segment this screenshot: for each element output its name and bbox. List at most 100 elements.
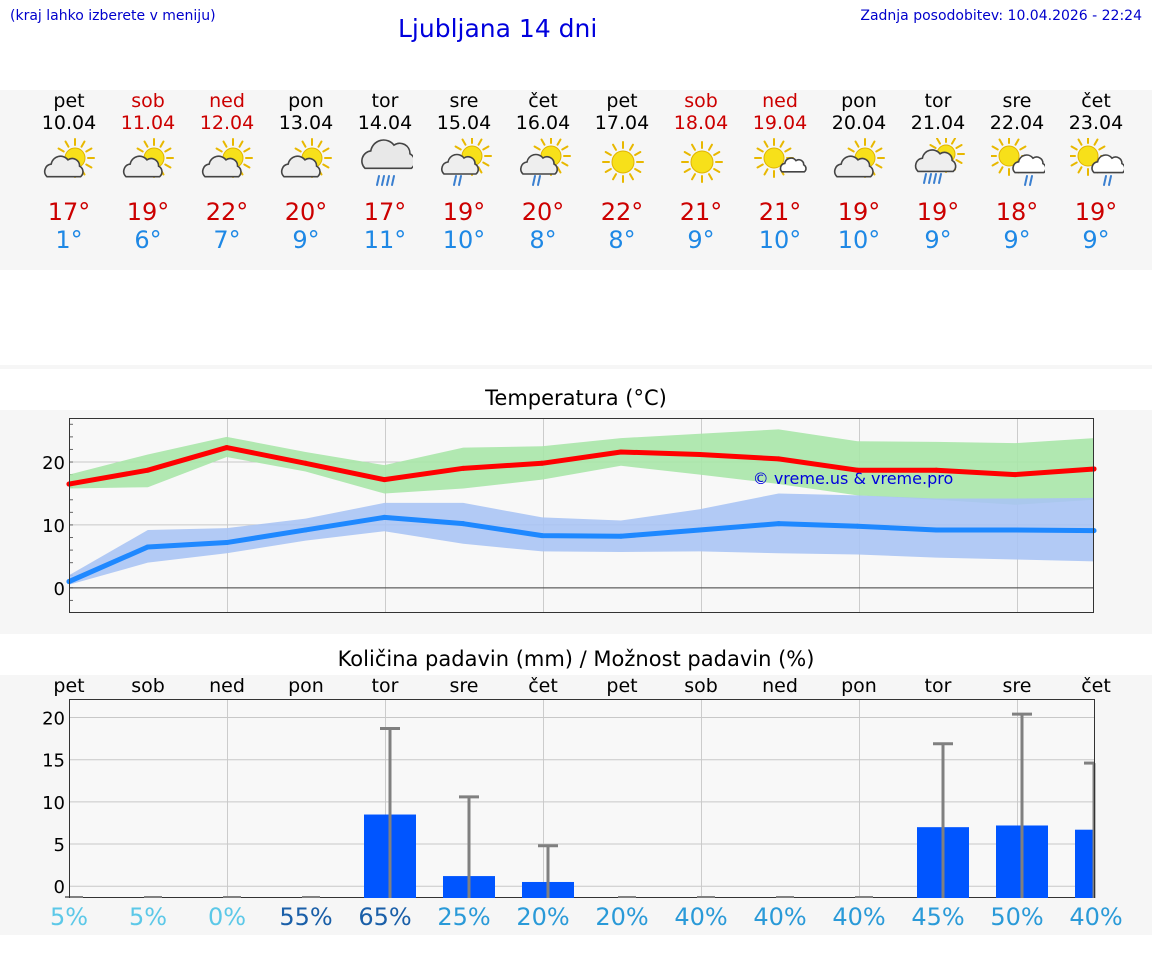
section-divider: [0, 365, 1152, 369]
min-temp-point: [618, 533, 624, 539]
precipitation-probability: 65%: [358, 903, 412, 931]
forecast-day: čet 23.04 19° 9°: [1056, 90, 1136, 270]
min-temperature: 8°: [529, 226, 557, 254]
y-tick-label: 20: [42, 453, 65, 474]
min-temperature: 6°: [134, 226, 162, 254]
partly-cloudy-icon: [280, 138, 332, 178]
last-updated: Zadnja posodobitev: 10.04.2026 - 22:24: [860, 8, 1142, 24]
page-title: Ljubljana 14 dni: [398, 14, 598, 43]
day-name: tor: [924, 90, 952, 112]
forecast-day: ned 19.04 21° 10°: [740, 90, 820, 270]
day-date: 11.04: [120, 112, 176, 134]
precip-day-label: pon: [288, 675, 324, 697]
precip-day-label: sre: [449, 675, 479, 697]
precip-day-label: tor: [371, 675, 399, 697]
day-date: 13.04: [278, 112, 334, 134]
day-date: 19.04: [752, 112, 808, 134]
max-temp-point: [460, 465, 466, 471]
watermark: © vreme.us & vreme.pro: [753, 469, 954, 488]
min-temp-point: [933, 527, 939, 533]
min-temperature: 9°: [687, 226, 715, 254]
partly-cloudy-icon: [43, 138, 95, 178]
y-tick-label: 0: [54, 579, 65, 600]
rain-cloud-icon: [361, 139, 413, 186]
precip-day-label: sre: [1002, 675, 1032, 697]
sun-cloud-heavy-rain-icon: [914, 138, 965, 184]
forecast-day: pon 13.04 20° 9°: [266, 90, 346, 270]
sun-small-cloud-icon: [754, 138, 807, 178]
y-tick-label: 5: [54, 835, 65, 856]
day-date: 14.04: [357, 112, 413, 134]
day-name: tor: [371, 90, 399, 112]
min-temperature: 9°: [1003, 226, 1031, 254]
max-temperature: 20°: [521, 198, 565, 226]
max-temperature: 22°: [600, 198, 644, 226]
daily-forecast-strip: pet 10.04 17° 1° sob 11.04 19° 6° ned 12.04 22° 7° p…: [0, 90, 1152, 270]
min-temperature: 7°: [213, 226, 241, 254]
precipitation-probability: 40%: [1069, 903, 1123, 931]
precipitation-chart: 0 5 10 15 20: [42, 699, 1096, 898]
max-temp-point: [145, 467, 151, 473]
day-date: 18.04: [673, 112, 729, 134]
max-temp-point: [618, 449, 624, 455]
precipitation-probability: 55%: [279, 903, 333, 931]
precip-day-label: pet: [53, 675, 85, 697]
max-temperature: 17°: [47, 198, 91, 226]
day-name: čet: [1081, 90, 1111, 112]
location-menu-hint: (kraj lahko izberete v meniju): [10, 8, 216, 24]
min-temperature: 8°: [608, 226, 636, 254]
precipitation-probability: 0%: [207, 903, 247, 931]
y-tick-label: 10: [42, 793, 65, 814]
day-name: pon: [841, 90, 877, 112]
max-temperature: 19°: [916, 198, 960, 226]
min-temp-point: [460, 521, 466, 527]
y-tick-label: 0: [54, 877, 65, 898]
min-temperature: 9°: [1082, 226, 1110, 254]
sun-cloud-shower-icon: [991, 138, 1045, 186]
max-temperature: 21°: [679, 198, 723, 226]
precip-day-label: pet: [606, 675, 638, 697]
precipitation-probability: 20%: [516, 903, 570, 931]
day-date: 15.04: [436, 112, 492, 134]
min-temp-point: [381, 514, 387, 520]
y-tick-label: 15: [42, 751, 65, 772]
day-date: 22.04: [989, 112, 1045, 134]
precipitation-probability: 40%: [674, 903, 728, 931]
day-name: sre: [449, 90, 479, 112]
min-temp-range-band: [69, 493, 1094, 585]
day-name: sre: [1002, 90, 1032, 112]
sun-cloud-shower-icon: [1070, 138, 1124, 186]
forecast-day: sob 11.04 19° 6°: [108, 90, 188, 270]
min-temp-point: [224, 540, 230, 546]
max-temp-point: [224, 445, 230, 451]
day-date: 16.04: [515, 112, 571, 134]
min-temp-point: [145, 544, 151, 550]
y-tick-label: 10: [42, 516, 65, 537]
precipitation-probability: 40%: [753, 903, 807, 931]
forecast-day: čet 16.04 20° 8°: [503, 90, 583, 270]
y-tick-label: 20: [42, 709, 65, 730]
forecast-day: pon 20.04 19° 10°: [819, 90, 899, 270]
max-temperature: 19°: [1074, 198, 1118, 226]
forecast-day: sre 15.04 19° 10°: [424, 90, 504, 270]
max-temp-point: [303, 460, 309, 466]
sun-cloud-rain-icon: [441, 138, 492, 186]
sun-icon: [681, 141, 723, 183]
day-name: ned: [762, 90, 798, 112]
precip-day-label: sob: [684, 675, 718, 697]
min-temperature: 10°: [758, 226, 802, 254]
max-temperature: 19°: [126, 198, 170, 226]
min-temperature: 10°: [442, 226, 486, 254]
day-name: sob: [131, 90, 165, 112]
max-temp-point: [697, 451, 703, 457]
precipitation-bar: [1075, 829, 1094, 898]
day-date: 23.04: [1068, 112, 1124, 134]
precip-day-label: čet: [528, 675, 558, 697]
forecast-day: ned 12.04 22° 7°: [187, 90, 267, 270]
plot-frame: [69, 418, 1094, 613]
max-temperature: 21°: [758, 198, 802, 226]
forecast-day: tor 14.04 17° 11°: [345, 90, 425, 270]
max-temp-point: [539, 460, 545, 466]
precipitation-probability: 45%: [911, 903, 965, 931]
day-name: pet: [606, 90, 638, 112]
